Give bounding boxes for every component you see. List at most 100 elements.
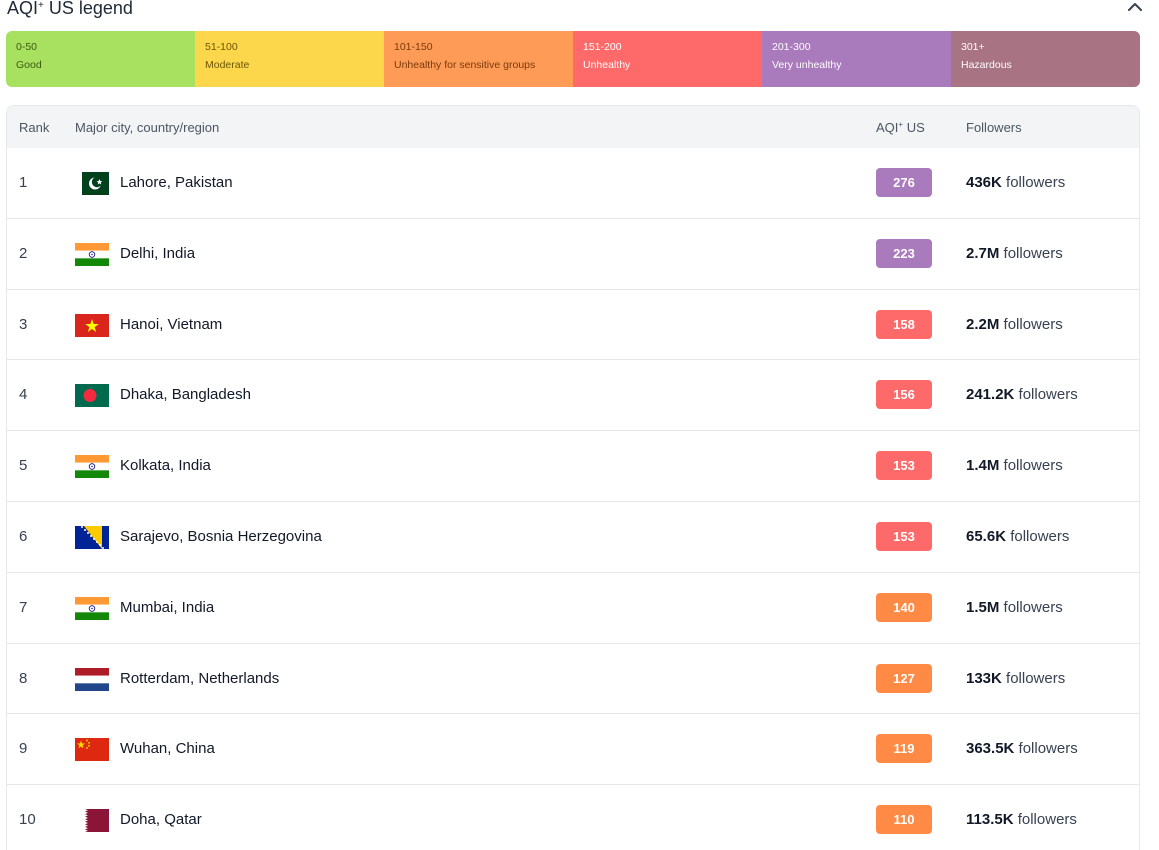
legend-label: Hazardous: [961, 59, 1012, 71]
followers-count: 133K followers: [966, 644, 1065, 714]
followers-count: 1.4M followers: [966, 431, 1063, 501]
legend-range: 0-50: [16, 41, 38, 53]
row-rank: 4: [19, 386, 28, 404]
table-row[interactable]: 6 Sarajevo, Bosnia Herzegovina 153 65.6K…: [7, 502, 1139, 573]
legend-level: 101-150 Unhealthy for sensitive groups: [384, 31, 573, 87]
followers-value: 2.2M: [966, 315, 1000, 333]
china-flag-icon: [75, 738, 109, 762]
legend-level: 301+ Hazardous: [951, 31, 1140, 87]
followers-word: followers: [1014, 386, 1078, 404]
city-link[interactable]: Delhi, India: [120, 244, 196, 262]
aqi-badge: 140: [876, 592, 932, 622]
followers-count: 436K followers: [966, 148, 1065, 218]
table-body: 1 Lahore, Pakistan 276 436K followers 2 …: [7, 148, 1139, 850]
aqi-badge: 276: [876, 168, 932, 197]
header-aqi: AQI+ US: [876, 106, 925, 150]
qatar-flag-icon: [75, 809, 109, 833]
legend-range: 301+: [961, 41, 985, 53]
table-row[interactable]: 2 Delhi, India 223 2.7M followers: [7, 219, 1139, 290]
bangladesh-flag-icon: [75, 384, 109, 408]
followers-count: 113.5K followers: [966, 785, 1077, 850]
header-rank: Rank: [19, 120, 50, 135]
followers-word: followers: [999, 457, 1063, 475]
header-city: Major city, country/region: [75, 120, 220, 135]
legend-range: 151-200: [583, 41, 622, 53]
aqi-badge: 223: [876, 238, 932, 268]
table-row[interactable]: 7 Mumbai, India 140 1.5M followers: [7, 573, 1139, 644]
legend-label: Very unhealthy: [772, 59, 842, 71]
table-row[interactable]: 1 Lahore, Pakistan 276 436K followers: [7, 148, 1139, 219]
legend-range: 201-300: [772, 41, 811, 53]
legend-title: AQI+ US legend: [7, 0, 133, 22]
row-rank: 3: [19, 315, 28, 333]
aqi-badge: 110: [876, 805, 932, 835]
table-row[interactable]: 9 Wuhan, China 119 363.5K followers: [7, 714, 1139, 786]
aqi-badge: 158: [876, 309, 932, 339]
india-flag-icon: [75, 242, 109, 266]
legend-label: Moderate: [205, 59, 250, 71]
city-link[interactable]: Hanoi, Vietnam: [120, 315, 223, 333]
row-rank: 2: [19, 244, 28, 262]
table-row[interactable]: 3 Hanoi, Vietnam 158 2.2M followers: [7, 290, 1139, 361]
followers-word: followers: [999, 244, 1063, 262]
city-link[interactable]: Lahore, Pakistan: [120, 174, 233, 191]
followers-word: followers: [1014, 740, 1078, 758]
city-ranking-table: Rank Major city, country/region AQI+ US …: [6, 105, 1140, 850]
legend-level: 201-300 Very unhealthy: [762, 31, 951, 87]
followers-count: 2.7M followers: [966, 219, 1063, 289]
row-rank: 9: [19, 740, 28, 758]
table-row[interactable]: 5 Kolkata, India 153 1.4M followers: [7, 431, 1139, 502]
bosnia-flag-icon: [75, 525, 109, 549]
city-link[interactable]: Dhaka, Bangladesh: [120, 386, 251, 404]
india-flag-icon: [75, 596, 109, 620]
legend-level: 151-200 Unhealthy: [573, 31, 762, 87]
followers-value: 113.5K: [966, 811, 1014, 829]
followers-word: followers: [1001, 174, 1066, 191]
followers-value: 1.4M: [966, 457, 1000, 475]
vietnam-flag-icon: [75, 313, 109, 337]
row-rank: 10: [19, 811, 36, 829]
legend-label: Good: [16, 59, 42, 71]
table-header: Rank Major city, country/region AQI+ US …: [7, 106, 1139, 148]
table-row[interactable]: 8 Rotterdam, Netherlands 127 133K follow…: [7, 644, 1139, 715]
legend-range: 51-100: [205, 41, 238, 53]
table-row[interactable]: 4 Dhaka, Bangladesh 156 241.2K followers: [7, 360, 1139, 432]
aqi-badge: 127: [876, 663, 932, 693]
table-row[interactable]: 10 Doha, Qatar 110 113.5K followers: [7, 785, 1139, 850]
followers-count: 2.2M followers: [966, 290, 1063, 360]
aqi-badge: 156: [876, 380, 932, 410]
legend-label: Unhealthy: [583, 59, 631, 71]
chevron-up-icon: [1128, 3, 1142, 11]
legend-title-sup: +: [38, 0, 44, 11]
row-rank: 1: [19, 174, 28, 191]
legend-title-text: AQI: [7, 0, 39, 18]
header-aqi-suffix: US: [903, 120, 925, 135]
followers-value: 133K: [966, 669, 1002, 687]
followers-value: 241.2K: [966, 386, 1015, 404]
pakistan-flag-icon: [75, 172, 109, 195]
city-link[interactable]: Mumbai, India: [120, 598, 215, 616]
followers-value: 1.5M: [966, 598, 1000, 616]
city-link[interactable]: Kolkata, India: [120, 457, 211, 475]
aqi-badge: 153: [876, 451, 932, 481]
city-link[interactable]: Sarajevo, Bosnia Herzegovina: [120, 527, 322, 545]
followers-value: 2.7M: [966, 244, 1000, 262]
city-link[interactable]: Doha, Qatar: [120, 811, 202, 829]
row-rank: 8: [19, 669, 28, 687]
city-link[interactable]: Wuhan, China: [120, 740, 215, 758]
legend-header: AQI+ US legend: [7, 0, 1147, 22]
followers-word: followers: [999, 598, 1063, 616]
city-link[interactable]: Rotterdam, Netherlands: [120, 669, 280, 687]
aqi-legend-bar: 0-50 Good 51-100 Moderate 101-150 Unhealthy f…: [6, 31, 1140, 87]
legend-level: 51-100 Moderate: [195, 31, 384, 87]
row-rank: 5: [19, 457, 28, 475]
legend-title-suffix: US legend: [43, 0, 133, 18]
followers-value: 65.6K: [966, 527, 1007, 545]
row-rank: 7: [19, 598, 28, 616]
collapse-legend-button[interactable]: [1123, 0, 1147, 18]
header-aqi-text: AQI: [876, 120, 899, 135]
legend-label: Unhealthy for sensitive groups: [394, 59, 536, 71]
header-aqi-sup: +: [898, 120, 904, 129]
followers-count: 363.5K followers: [966, 714, 1078, 784]
followers-value: 436K: [966, 174, 1002, 191]
